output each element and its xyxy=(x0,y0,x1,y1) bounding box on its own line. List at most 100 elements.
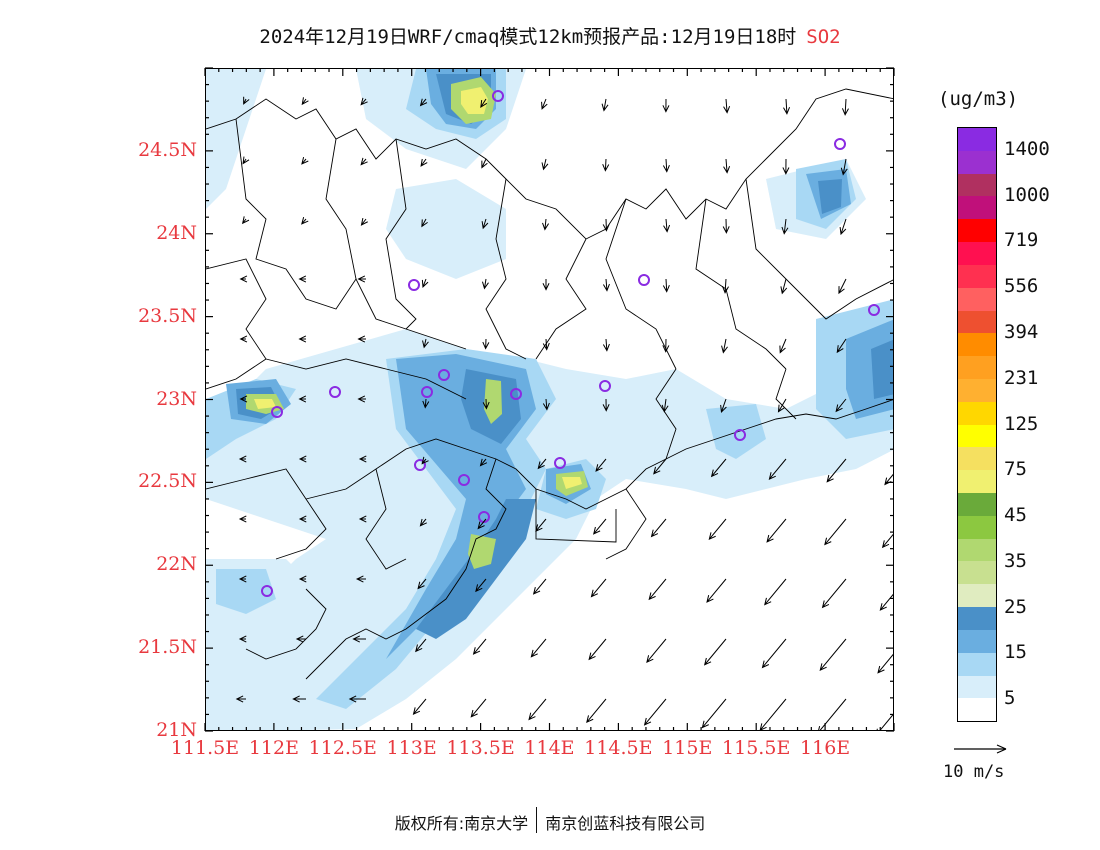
forecast-map[interactable] xyxy=(205,68,894,731)
colorbar-segment xyxy=(958,128,996,151)
wind-arrow xyxy=(602,218,610,232)
wind-arrow xyxy=(542,338,550,351)
wind-arrow xyxy=(542,398,550,411)
station-marker xyxy=(638,274,650,286)
wind-arrow xyxy=(884,473,893,486)
lat-tick-label: 24.5N xyxy=(138,138,197,161)
wind-arrow xyxy=(768,458,787,480)
wind-arrow xyxy=(301,216,309,225)
wind-arrow xyxy=(421,278,429,288)
wind-arrow xyxy=(242,156,250,165)
monitoring-stations xyxy=(261,90,880,597)
footer-separator xyxy=(536,807,538,833)
wind-arrow xyxy=(721,278,729,294)
wind-arrow xyxy=(535,518,547,533)
lat-tick-label: 22N xyxy=(156,553,197,576)
lon-tick-label: 112.5E xyxy=(308,737,377,759)
wind-arrow xyxy=(780,278,788,295)
wind-arrow xyxy=(595,458,607,472)
colorbar-segment xyxy=(958,698,996,722)
wind-arrow xyxy=(530,638,547,658)
wind-arrow xyxy=(662,338,670,353)
reference-vector-arrow xyxy=(954,744,1007,754)
station-marker xyxy=(868,304,880,316)
colorbar-segment xyxy=(958,333,996,357)
colorbar-segment xyxy=(958,538,996,562)
colorbar-segment xyxy=(958,219,996,243)
colorbar-segment xyxy=(958,675,996,699)
colorbar-segment xyxy=(958,447,996,471)
wind-arrow xyxy=(541,158,549,171)
colorbar-label: 35 xyxy=(1004,549,1027,572)
lon-tick-label: 112E xyxy=(248,737,299,759)
wind-arrow xyxy=(422,398,430,409)
wind-arrow xyxy=(241,216,250,225)
wind-arrow xyxy=(602,278,610,292)
wind-arrow xyxy=(355,575,366,583)
wind-arrow xyxy=(602,338,610,352)
wind-arrow xyxy=(662,278,670,293)
colorbar-segment xyxy=(958,150,996,174)
station-marker xyxy=(414,459,426,471)
colorbar-label: 125 xyxy=(1004,412,1039,435)
wind-arrow xyxy=(419,98,428,107)
wind-arrow xyxy=(238,635,247,643)
wind-arrow xyxy=(479,458,488,467)
wind-arrow xyxy=(415,638,427,653)
wind-arrow xyxy=(764,578,787,606)
colorbar-label: 15 xyxy=(1004,641,1027,664)
station-marker xyxy=(271,406,283,418)
colorbar-segment xyxy=(958,515,996,539)
colorbar-segment xyxy=(958,310,996,334)
station-marker xyxy=(834,138,846,150)
wind-arrow xyxy=(708,518,727,541)
wind-arrow xyxy=(602,158,610,172)
wind-arrow xyxy=(470,698,487,718)
wind-arrow xyxy=(421,218,428,228)
wind-arrow xyxy=(295,635,306,643)
wind-arrow xyxy=(723,158,731,174)
wind-arrow xyxy=(348,695,366,703)
colorbar-segment xyxy=(958,378,996,402)
wind-arrow xyxy=(703,638,727,666)
copyright-footer: 版权所有:南京大学 南京创蓝科技有限公司 xyxy=(0,807,1100,834)
wind-arrow xyxy=(360,217,368,226)
colorbar-label: 719 xyxy=(1004,229,1039,252)
wind-arrow xyxy=(528,698,547,721)
wind-arrow xyxy=(422,338,429,349)
wind-arrow xyxy=(643,698,667,726)
wind-arrow xyxy=(759,698,787,730)
colorbar-segment xyxy=(958,264,996,288)
wind-arrow xyxy=(301,97,309,106)
station-marker xyxy=(734,429,746,441)
colorbar-segment xyxy=(958,470,996,493)
colorbar-label: 25 xyxy=(1004,595,1027,618)
colorbar-label: 75 xyxy=(1004,458,1027,481)
lat-tick-label: 24N xyxy=(156,221,197,244)
wind-arrow xyxy=(586,698,607,724)
wind-arrow xyxy=(475,578,487,593)
wind-arrow xyxy=(238,575,247,583)
wind-arrow xyxy=(838,278,847,295)
lon-tick-label: 115E xyxy=(662,737,713,759)
wind-arrow xyxy=(841,98,849,116)
wind-arrow xyxy=(876,713,893,730)
wind-arrow xyxy=(419,518,427,527)
colorbar-segment xyxy=(958,652,996,676)
colorbar-segment xyxy=(958,401,996,425)
wind-arrow xyxy=(238,455,247,463)
wind-arrow xyxy=(357,275,366,283)
wind-arrow xyxy=(417,578,427,590)
wind-arrow xyxy=(421,456,429,465)
species-label: SO2 xyxy=(806,26,841,48)
wind-arrow xyxy=(358,515,367,523)
title-text: 2024年12月19日WRF/cmaq模式12km预报产品:12月19日18时 xyxy=(259,26,797,48)
lon-tick-label: 114.5E xyxy=(584,737,653,759)
wind-arrow xyxy=(482,338,490,350)
wind-arrow xyxy=(818,698,847,730)
wind-arrow xyxy=(721,338,728,354)
lat-tick-label: 22.5N xyxy=(138,470,197,493)
wind-arrow xyxy=(292,695,306,703)
concentration-field xyxy=(206,69,893,730)
wind-arrow xyxy=(481,278,489,290)
